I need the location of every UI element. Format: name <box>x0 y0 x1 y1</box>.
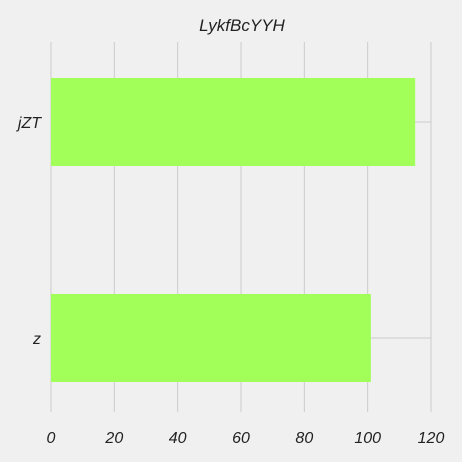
bar-z <box>51 294 371 382</box>
x-tick-label: 0 <box>47 430 56 447</box>
y-tick-label: z <box>32 331 41 348</box>
x-tick-label: 20 <box>104 430 123 447</box>
y-tick-labels: jZT z <box>16 115 42 348</box>
bar-jZT <box>51 78 416 166</box>
x-tick-labels: 0 20 40 60 80 100 120 <box>47 430 445 447</box>
x-tick-label: 120 <box>418 430 445 447</box>
x-tick-label: 60 <box>232 430 250 447</box>
y-tick-label: jZT <box>16 115 42 132</box>
x-tick-label: 100 <box>354 430 381 447</box>
x-tick-label: 80 <box>295 430 313 447</box>
chart-title: LykfBcYYH <box>199 16 285 35</box>
bars <box>51 78 416 382</box>
x-tick-label: 40 <box>169 430 187 447</box>
